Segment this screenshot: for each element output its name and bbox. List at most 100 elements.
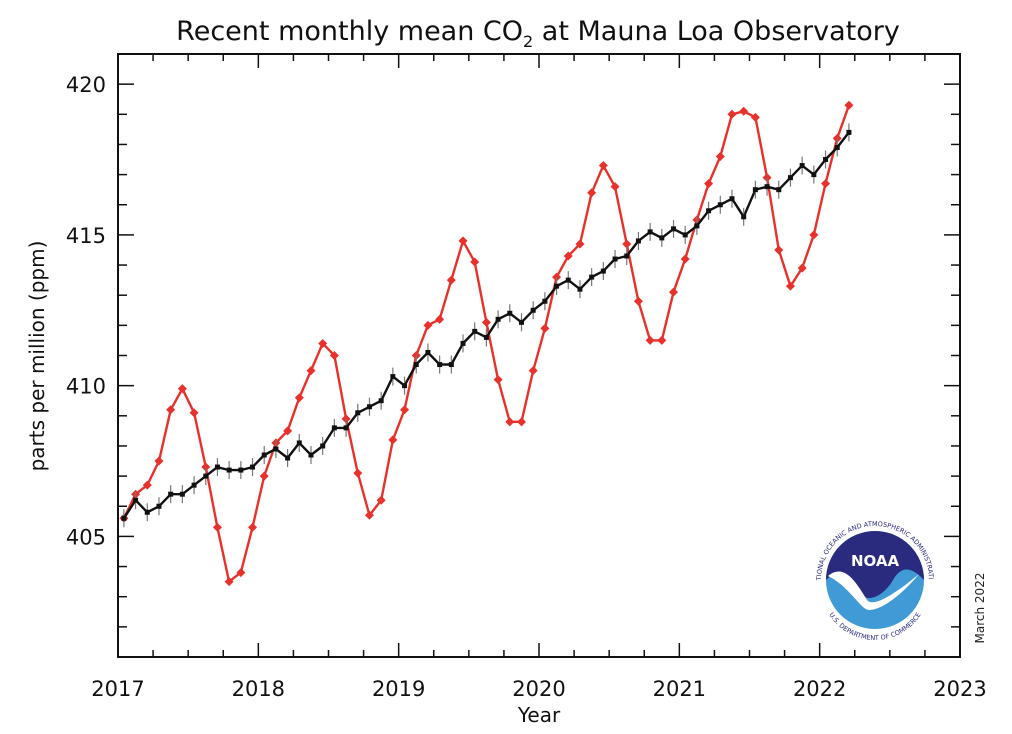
data-point: [612, 256, 618, 262]
data-point: [575, 239, 585, 249]
data-point: [448, 362, 454, 368]
plot-frame: [117, 53, 961, 658]
x-axis-label: Year: [517, 703, 561, 727]
y-tick-label: 410: [66, 375, 106, 399]
data-point: [774, 245, 784, 255]
data-point: [554, 283, 560, 289]
data-point: [715, 152, 725, 162]
data-point: [285, 455, 291, 461]
data-point: [682, 232, 688, 238]
data-point: [236, 568, 246, 578]
data-point: [402, 383, 408, 389]
data-point: [238, 467, 244, 473]
data-point: [400, 405, 410, 415]
x-tick-label: 2023: [933, 677, 986, 701]
data-point: [142, 480, 152, 490]
data-point: [283, 426, 293, 436]
title-subscript: 2: [523, 32, 533, 51]
data-point: [224, 577, 234, 587]
data-point: [388, 435, 398, 445]
data-point: [413, 362, 419, 368]
title-main: Recent monthly mean CO: [176, 16, 523, 47]
data-point: [647, 229, 653, 235]
gull-icon: [828, 571, 919, 610]
data-point: [226, 467, 232, 473]
data-point: [823, 157, 829, 163]
data-point: [635, 238, 641, 244]
noaa-logo: NOAA NATIONAL OCEANIC AND ATMOSPHERIC AD…: [815, 520, 935, 642]
data-point: [355, 410, 361, 416]
data-point: [214, 464, 220, 470]
data-point: [472, 328, 478, 334]
data-point: [378, 398, 384, 404]
data-point: [542, 298, 548, 304]
data-point: [704, 179, 714, 189]
data-point: [470, 257, 480, 267]
x-tick-label: 2022: [793, 677, 846, 701]
data-point: [437, 362, 443, 368]
data-point: [528, 366, 538, 376]
data-point: [624, 253, 630, 259]
data-point: [201, 462, 211, 472]
logo-dark-top: [826, 531, 924, 599]
data-point: [694, 223, 700, 229]
data-point: [799, 163, 805, 169]
data-point: [797, 263, 807, 273]
data-point: [507, 310, 513, 316]
data-point: [844, 100, 854, 110]
x-tick-label: 2018: [232, 677, 285, 701]
data-point: [179, 491, 185, 497]
chart-title: Recent monthly mean CO2 at Mauna Loa Obs…: [176, 16, 900, 51]
data-point: [729, 196, 735, 202]
y-tick-label: 415: [66, 224, 106, 248]
date-stamp: March 2022: [973, 573, 987, 644]
data-point: [563, 251, 573, 261]
data-point: [846, 129, 852, 135]
axis-tick-labels: 2017 2018 2019 2020 2021 2022 2023 405 410 415 420: [66, 73, 987, 701]
data-point: [552, 272, 562, 282]
data-point: [156, 503, 162, 509]
data-point: [435, 314, 445, 324]
data-point: [776, 187, 782, 193]
series-layer: [119, 100, 854, 587]
data-point: [764, 184, 770, 190]
series-seasonally-corrected: [121, 123, 852, 528]
data-point: [750, 112, 760, 122]
data-point: [364, 510, 374, 520]
data-point: [633, 296, 643, 306]
data-point: [294, 393, 304, 403]
data-point: [518, 319, 524, 325]
data-point: [154, 456, 164, 466]
data-point: [458, 236, 468, 246]
data-point: [587, 188, 597, 198]
data-point: [495, 316, 501, 322]
data-point: [189, 408, 199, 418]
data-point: [785, 281, 795, 291]
data-point: [308, 452, 314, 458]
data-point: [121, 515, 127, 521]
data-point: [411, 351, 421, 360]
data-point: [680, 254, 690, 264]
data-point: [600, 268, 606, 274]
data-point: [610, 182, 620, 192]
data-point: [329, 351, 339, 360]
data-point: [493, 375, 503, 385]
data-point: [212, 522, 222, 532]
x-tick-label: 2020: [512, 677, 565, 701]
data-point: [425, 349, 431, 355]
data-point: [133, 497, 139, 503]
data-point: [306, 366, 316, 376]
logo-text: NOAA: [851, 552, 900, 570]
data-point: [191, 482, 197, 488]
data-point: [832, 133, 842, 143]
data-point: [516, 417, 526, 427]
data-point: [259, 471, 269, 481]
data-point: [762, 173, 772, 183]
x-tick-label: 2021: [653, 677, 706, 701]
y-tick-label: 405: [66, 525, 106, 549]
x-tick-label: 2019: [372, 677, 425, 701]
data-point: [366, 404, 372, 410]
data-point: [739, 106, 749, 116]
data-point: [727, 109, 737, 119]
data-point: [787, 175, 793, 181]
